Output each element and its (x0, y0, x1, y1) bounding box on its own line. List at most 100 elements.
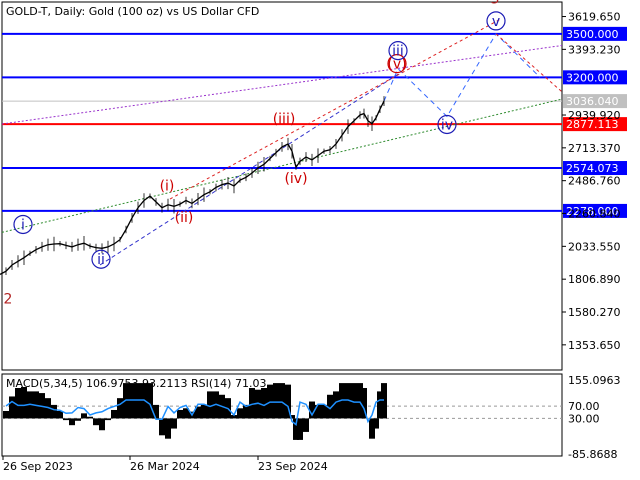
macd-bar (249, 388, 255, 419)
indicator-tick-label: 70.00 (568, 400, 600, 413)
macd-bar (321, 404, 327, 419)
wave-circle (13, 214, 33, 235)
macd-bar (327, 394, 333, 419)
macd-bar (9, 396, 15, 419)
level-label: 2278.000 (566, 205, 619, 218)
macd-bar (303, 418, 309, 432)
wave-circle (486, 11, 506, 31)
level-label: 3036.040 (566, 95, 619, 108)
indicator-tick-label: 30.00 (568, 412, 600, 425)
wave-label: (iii) (273, 112, 296, 128)
macd-bar (369, 418, 375, 439)
macd-bar (117, 398, 123, 419)
projection-path (383, 33, 541, 118)
price-series (0, 96, 385, 275)
level-label: 3500.000 (566, 28, 619, 41)
projection-decline (495, 33, 563, 93)
level-tag (563, 94, 627, 109)
time-axis: 26 Sep 2023 26 Mar 2024 23 Sep 2024 (2, 456, 328, 473)
macd-bar (129, 383, 135, 419)
wave-projection (383, 33, 563, 118)
price-axis: 3619.650 3393.230 2939.920 2713.370 2486.760… (562, 11, 621, 352)
price-tick-label: 2033.550 (568, 240, 621, 253)
wave-label: v (492, 14, 500, 30)
price-tick-label: 2939.920 (568, 109, 621, 122)
lower-channel-line (99, 72, 401, 266)
horizontal-levels: 3500.000 3200.000 3036.040 2877.113 2574.073… (2, 26, 627, 218)
wave-circle (91, 249, 111, 269)
price-tick-label: 1580.270 (568, 306, 621, 319)
wave-circle (388, 41, 408, 61)
red-channel-line (169, 18, 501, 200)
level-tag (563, 70, 627, 85)
macd-bar (135, 383, 141, 419)
chart-title: GOLD-T, Daily: Gold (100 oz) vs US Dolla… (6, 5, 259, 18)
macd-bar (279, 383, 285, 419)
wave-label: iv (441, 117, 453, 133)
macd-bar (69, 418, 75, 426)
macd-bar (93, 418, 99, 426)
macd-bar (195, 406, 201, 419)
indicator-tick-label: -85.8688 (568, 448, 617, 461)
price-tick-label: 2486.760 (568, 175, 621, 188)
macd-bar (273, 383, 279, 419)
macd-bar (357, 383, 363, 419)
macd-bar (243, 404, 249, 419)
price-tick-label: 1353.650 (568, 339, 621, 352)
wave-label: i (21, 217, 25, 233)
macd-bar (315, 404, 321, 419)
level-label: 3200.000 (566, 71, 619, 84)
wave-label: (ii) (175, 210, 194, 226)
macd-bar (171, 418, 177, 429)
macd-bar (99, 418, 105, 431)
level-label: 2877.113 (566, 118, 619, 131)
macd-bar (373, 418, 379, 429)
macd-bar (293, 418, 299, 440)
main-pane (1, 1, 563, 371)
level-tag (563, 161, 627, 176)
macd-bar (297, 418, 303, 440)
time-tick-label: 23 Sep 2024 (258, 460, 328, 473)
wave-label: (i) (160, 178, 175, 194)
macd-bar (21, 387, 27, 419)
macd-bar (111, 409, 117, 419)
macd-bar (201, 404, 207, 419)
macd-bar (183, 408, 189, 419)
level-tag (563, 203, 627, 218)
macd-bar (309, 401, 315, 419)
trendlines (1, 18, 563, 266)
level-label: 2574.073 (566, 162, 619, 175)
wave-label: 3 (491, 0, 500, 7)
rsi-line (5, 399, 384, 426)
macd-bar (285, 384, 291, 419)
time-tick-label: 26 Sep 2023 (3, 460, 73, 473)
macd-bar (361, 388, 367, 419)
price-tick-label: 3393.230 (568, 43, 621, 56)
wave-label: ii (97, 252, 105, 268)
macd-bar (87, 416, 93, 419)
macd-bar (237, 408, 243, 419)
macd-bar (333, 391, 339, 419)
indicator-tick-label: 155.0963 (568, 374, 621, 387)
price-line (0, 100, 385, 275)
level-tag (563, 117, 627, 132)
macd-bar (15, 388, 21, 419)
macd-bar (351, 383, 357, 419)
macd-bar (381, 383, 387, 419)
macd-bar (105, 418, 111, 421)
macd-bar (207, 391, 213, 419)
macd-bar (75, 418, 81, 421)
macd-bar (147, 383, 153, 419)
wave-circle (437, 114, 457, 135)
time-tick-label: 26 Mar 2024 (130, 460, 200, 473)
wave-label: 2 (4, 291, 13, 307)
wave-label: (v) (387, 57, 406, 73)
price-tick-label: 2713.370 (568, 142, 621, 155)
price-tick-label: 3619.650 (568, 11, 621, 24)
indicator-label: MACD(5,34,5) 106.9753 93.2113 RSI(14) 71… (6, 377, 266, 390)
level-tag (563, 26, 627, 41)
macd-bar (261, 388, 267, 419)
macd-bar (165, 418, 171, 439)
price-tick-label: 1806.890 (568, 273, 621, 286)
